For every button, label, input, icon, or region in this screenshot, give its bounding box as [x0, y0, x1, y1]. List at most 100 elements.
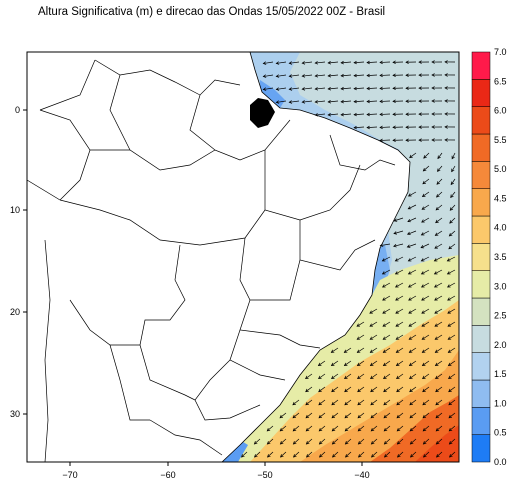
wave-arrow-head: [422, 441, 427, 445]
wave-arrow: [407, 243, 417, 248]
wave-arrow-head: [275, 61, 280, 65]
wave-arrow: [408, 282, 417, 288]
wave-arrow: [367, 74, 378, 76]
wave-arrow: [451, 152, 456, 159]
colorbar: 0.0 0.5 1.0 1.5 2.0 2.5 3.0 3.5 4.0 4.5 5.0 5.5 6.0 6…: [471, 47, 507, 467]
wave-arrow-head: [357, 441, 362, 445]
wave-arrow: [319, 451, 326, 458]
wave-arrow-head: [275, 100, 280, 104]
wave-arrow-head: [405, 99, 409, 103]
colorbar-label: 4.0: [494, 223, 507, 233]
wave-arrow-head: [383, 414, 388, 419]
wave-arrow: [448, 373, 456, 379]
wave-arrow-head: [435, 441, 440, 445]
wave-arrow-head: [431, 73, 435, 77]
wave-arrow-head: [444, 125, 448, 129]
wave-arrow: [451, 165, 456, 172]
wave-arrow: [434, 334, 443, 340]
wave-arrow: [380, 74, 391, 76]
wave-arrow: [318, 360, 326, 366]
wave-arrow-head: [422, 414, 427, 419]
wave-arrow-head: [356, 362, 361, 366]
wave-arrow-head: [340, 73, 344, 78]
wave-arrow: [408, 295, 417, 301]
wave-arrow: [435, 412, 443, 419]
wave-arrow: [408, 191, 417, 197]
wave-arrow: [341, 87, 352, 90]
wave-arrow: [447, 256, 456, 262]
wave-arrow: [408, 269, 417, 275]
wave-arrow-head: [357, 388, 361, 393]
wave-arrow: [370, 373, 378, 379]
wave-arrow: [396, 360, 404, 366]
wave-arrow: [422, 425, 430, 432]
wave-arrow-head: [448, 414, 453, 419]
wave-arrow-head: [319, 454, 323, 458]
wave-arrow-head: [421, 193, 426, 197]
wave-arrow: [395, 334, 404, 340]
wave-arrow-head: [266, 427, 271, 432]
wave-arrow: [331, 360, 339, 366]
wave-arrow: [318, 412, 326, 419]
wave-arrow-head: [331, 401, 335, 406]
wave-arrow-head: [288, 74, 293, 78]
wave-arrow-head: [436, 168, 441, 172]
wave-arrow-head: [446, 271, 451, 275]
wave-arrow: [410, 451, 417, 458]
wave-arrow-head: [434, 336, 439, 340]
wave-arrow: [328, 87, 339, 90]
wave-arrow-head: [353, 86, 357, 91]
wave-arrow: [448, 360, 456, 366]
wave-arrow-head: [395, 297, 399, 301]
wave-arrow-head: [408, 297, 412, 301]
wave-arrow: [356, 321, 365, 327]
wave-arrow-head: [434, 349, 439, 353]
wave-arrow-head: [405, 138, 409, 142]
wave-arrow-head: [396, 388, 400, 393]
wave-arrow-head: [405, 73, 409, 77]
wave-arrow-head: [288, 100, 293, 104]
wave-arrow-head: [420, 258, 425, 262]
wave-arrow-head: [409, 414, 414, 419]
wave-arrow: [384, 451, 391, 458]
wave-arrow-head: [279, 427, 284, 432]
wave-arrow: [421, 282, 430, 288]
wave-arrow-head: [407, 271, 412, 275]
wave-arrow-head: [448, 375, 452, 380]
wave-arrow-head: [409, 401, 413, 406]
wave-arrow-head: [450, 181, 454, 186]
wave-arrow-head: [436, 194, 440, 198]
wave-arrow-head: [314, 100, 319, 104]
wave-arrow: [407, 230, 417, 235]
wave-arrow-head: [444, 112, 448, 116]
wave-arrow-head: [408, 362, 413, 366]
wave-arrow: [332, 438, 339, 445]
wave-arrow: [328, 74, 339, 77]
wave-arrow-head: [344, 427, 349, 432]
wave-arrow: [448, 347, 456, 353]
wave-arrow-head: [444, 99, 448, 103]
wave-arrow: [395, 295, 404, 301]
wave-arrow-head: [392, 73, 396, 78]
wave-arrow-head: [437, 155, 441, 160]
wave-arrow: [315, 61, 326, 64]
wave-arrow: [421, 217, 430, 223]
wave-arrow: [354, 87, 365, 90]
wave-arrow: [423, 165, 430, 172]
wave-arrow-head: [444, 60, 448, 64]
wave-arrow-head: [393, 231, 397, 235]
wave-arrow-head: [358, 454, 362, 458]
wave-arrow: [331, 347, 339, 353]
wave-arrow-head: [379, 243, 384, 247]
wave-arrow-head: [407, 193, 412, 197]
wave-arrow-head: [370, 441, 375, 445]
x-tick-label: −60: [160, 470, 175, 480]
wave-arrow-head: [447, 349, 452, 353]
wave-arrow: [396, 399, 404, 406]
wave-arrow: [409, 152, 417, 158]
wave-arrow-head: [409, 154, 413, 159]
x-tick-label: −50: [257, 470, 272, 480]
wave-arrow: [380, 126, 391, 128]
wave-arrow-head: [383, 388, 387, 393]
